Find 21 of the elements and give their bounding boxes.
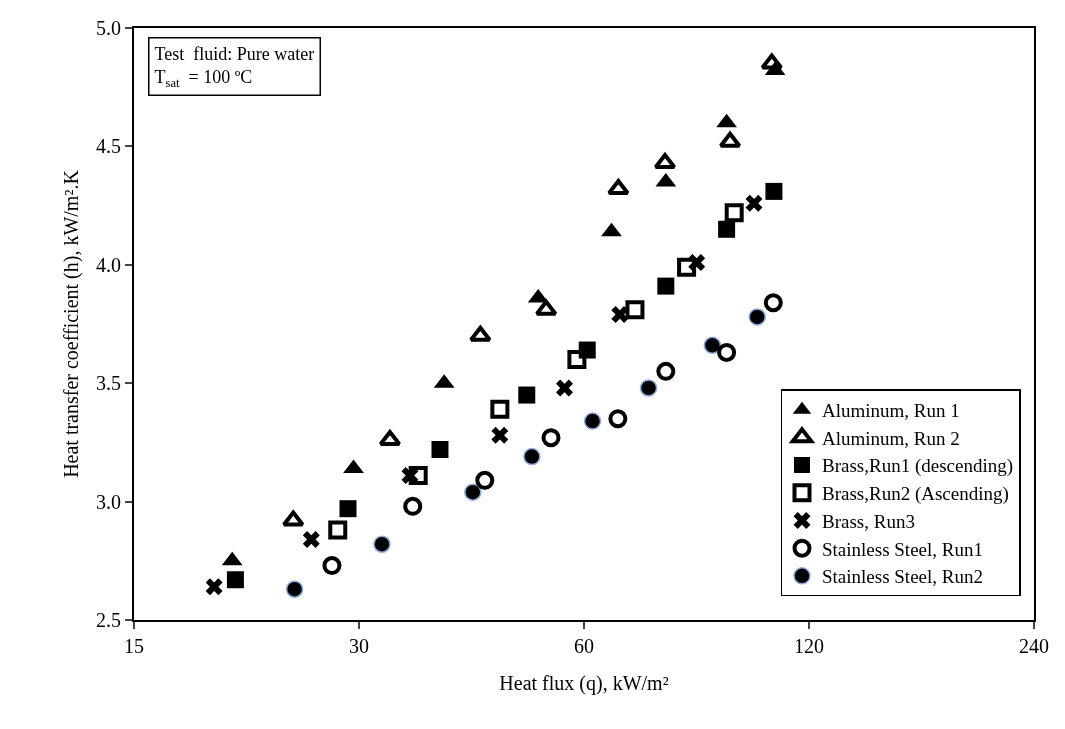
x-tick-label: 30: [349, 635, 369, 657]
y-tick-label: 5.0: [96, 17, 121, 39]
legend-label: Stainless Steel, Run2: [822, 566, 983, 588]
x-axis-title: Heat flux (q), kW/m²: [499, 672, 669, 695]
x-tick-label: 15: [124, 635, 144, 657]
y-tick-label: 3.0: [96, 490, 121, 513]
y-tick-label: 3.5: [96, 372, 121, 395]
x-tick-label: 240: [1019, 635, 1049, 657]
legend-label: Aluminum, Run 1: [822, 400, 960, 422]
annotation: Test fluid: Pure water T$_{sat}$ = 100 ºC: [154, 43, 315, 90]
legend-label: Brass,Run2 (Ascending): [822, 483, 1009, 506]
legend-label: Stainless Steel, Run1: [822, 538, 983, 560]
legend-label: Brass,Run1 (descending): [822, 455, 1014, 478]
legend-label: Aluminum, Run 2: [822, 427, 960, 449]
y-axis-title: Heat transfer coefficient (h), kW/m².K: [60, 169, 83, 478]
y-tick-label: 2.5: [96, 609, 121, 631]
x-tick-label: 60: [574, 635, 594, 657]
legend-label: Brass, Run3: [822, 510, 915, 532]
y-tick-label: 4.0: [96, 253, 121, 276]
x-tick-label: 120: [794, 635, 824, 657]
y-tick-label: 4.5: [96, 135, 121, 158]
